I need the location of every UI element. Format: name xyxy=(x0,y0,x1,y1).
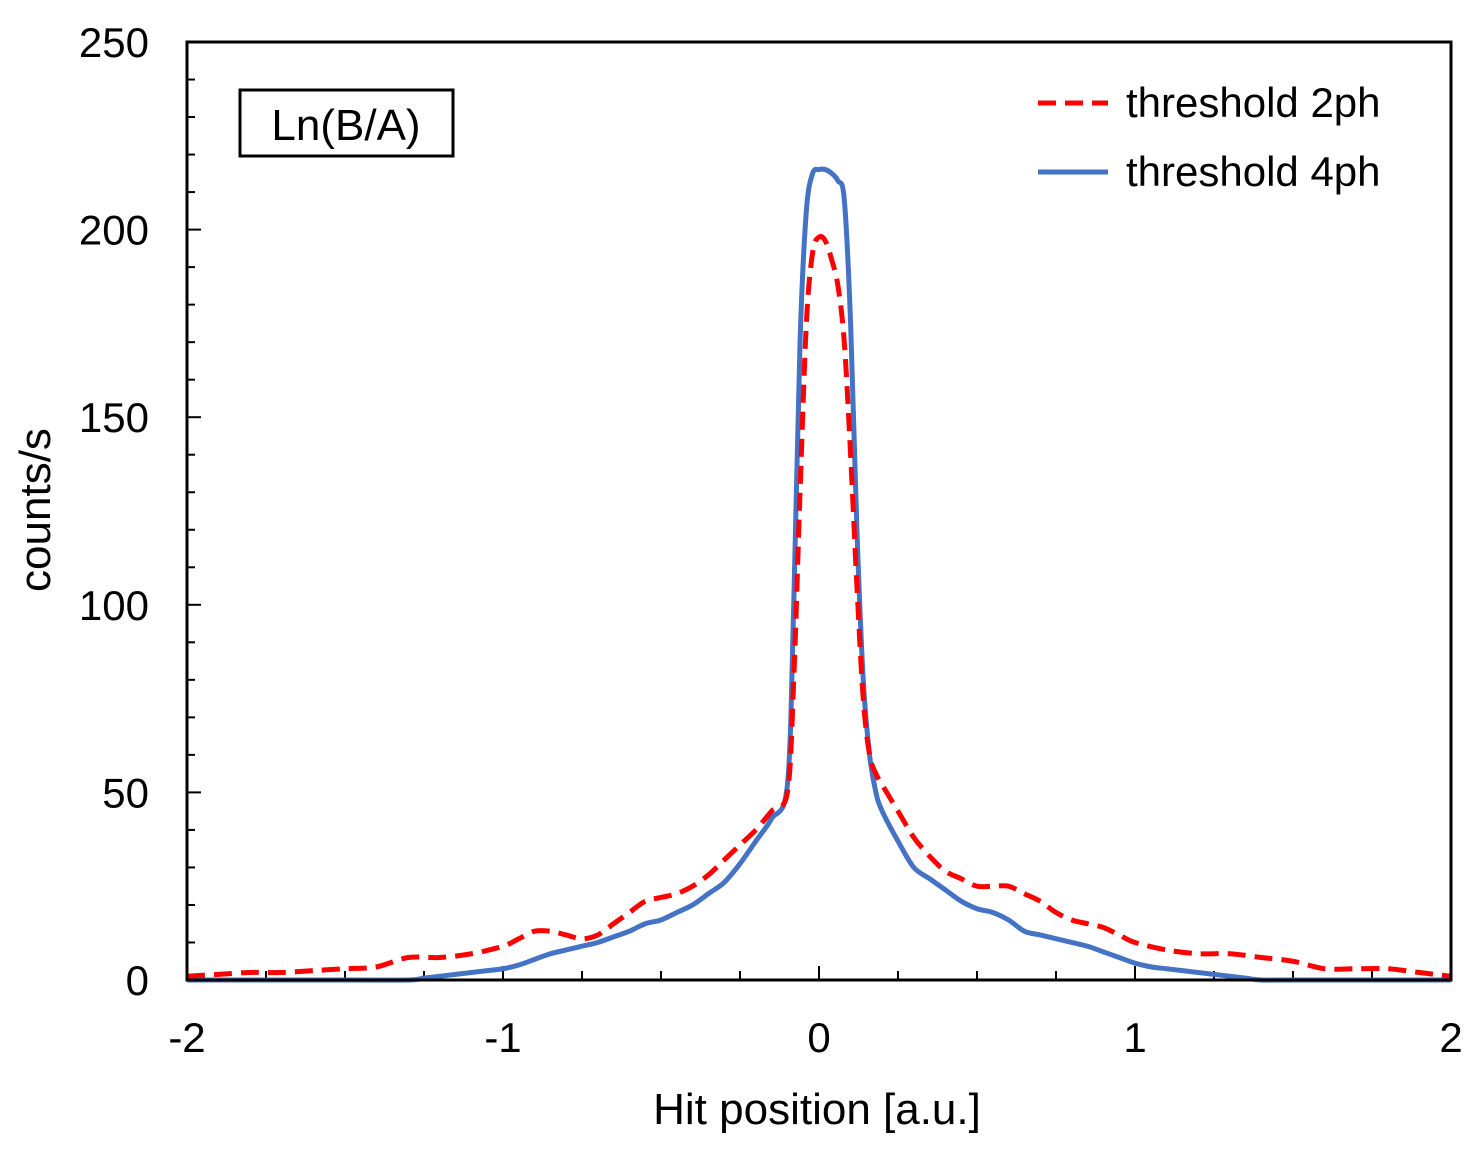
y-axis-title: counts/s xyxy=(11,428,60,592)
y-tick-labels: 0 50 100 150 200 250 xyxy=(79,19,149,1004)
y-minor-ticks xyxy=(187,41,201,981)
y-tick-label: 250 xyxy=(79,19,149,66)
legend-label-4ph: threshold 4ph xyxy=(1126,148,1381,195)
annotation-border xyxy=(238,88,455,158)
x-tick-label: 2 xyxy=(1439,1014,1462,1061)
y-tick-label: 200 xyxy=(79,207,149,254)
plot-area-frame xyxy=(185,40,1453,982)
series-line-threshold-4ph xyxy=(187,166,1451,983)
y-tick-label: 100 xyxy=(79,582,149,629)
legend-label-2ph: threshold 2ph xyxy=(1126,79,1381,126)
annotation-label: Ln(B/A) xyxy=(271,101,420,150)
x-tick-labels: -2 -1 0 1 2 xyxy=(168,1014,1462,1061)
y-tick-label: 0 xyxy=(126,957,149,1004)
x-tick-label: 0 xyxy=(807,1014,830,1061)
annotation-box: Ln(B/A) xyxy=(238,88,455,158)
y-tick-label: 50 xyxy=(102,769,149,816)
series-layer xyxy=(186,166,1452,983)
x-tick-label: -2 xyxy=(168,1014,205,1061)
x-tick-label: 1 xyxy=(1123,1014,1146,1061)
x-axis-title: Hit position [a.u.] xyxy=(653,1085,981,1134)
y-tick-label: 150 xyxy=(79,394,149,441)
series-line-threshold-2ph xyxy=(186,233,1452,979)
x-tick-label: -1 xyxy=(484,1014,521,1061)
legend: threshold 2ph threshold 4ph xyxy=(1038,79,1381,195)
